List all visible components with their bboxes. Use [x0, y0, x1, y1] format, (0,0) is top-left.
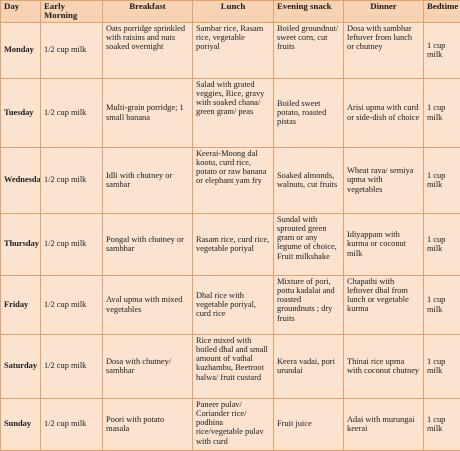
bedtime-cell: 1 cup milk [424, 334, 460, 398]
lunch-cell: Rasam rice, curd rice, vegetable poriyal [193, 213, 274, 275]
dinner-cell: Dosa with sambhar leftover from lunch or… [344, 22, 424, 78]
lunch-cell: Paneer pulav/ Coriander rice/ podhina ri… [193, 398, 274, 450]
early-morning-cell: 1/2 cup milk [41, 147, 103, 213]
breakfast-cell: Poori with potato masala [103, 398, 193, 450]
table-row: Sunday 1/2 cup milk Poori with potato ma… [1, 398, 460, 450]
day-cell: Thursday [1, 213, 41, 275]
evening-snack-cell: Soaked almonds, walnuts, cut fruits [274, 147, 344, 213]
dinner-cell: Idiyappam with kurma or coconut milk [344, 213, 424, 275]
evening-snack-cell: Boiled sweet potato, roasted pistas [274, 78, 344, 147]
dinner-cell: Adai with murungai keerai [344, 398, 424, 450]
day-cell: Wednesday [1, 147, 41, 213]
lunch-cell: Sambar rice, Rasam rice, vegetable poriy… [193, 22, 274, 78]
header-breakfast: Breakfast [103, 1, 193, 23]
day-cell: Friday [1, 275, 41, 334]
early-morning-cell: 1/2 cup milk [41, 213, 103, 275]
breakfast-cell: Pongal with chutney or sambhar [103, 213, 193, 275]
early-morning-cell: 1/2 cup milk [41, 334, 103, 398]
table-row: Wednesday 1/2 cup milk Idli with chutney… [1, 147, 460, 213]
lunch-cell: Rice mixed with boiled dhal and small am… [193, 334, 274, 398]
table-row: Friday 1/2 cup milk Aval upma with mixed… [1, 275, 460, 334]
bedtime-cell: 1 cup milk [424, 147, 460, 213]
day-cell: Tuesday [1, 78, 41, 147]
early-morning-cell: 1/2 cup milk [41, 398, 103, 450]
lunch-cell: Keerai-Moong dal kootu, curd rice, potat… [193, 147, 274, 213]
day-cell: Monday [1, 22, 41, 78]
breakfast-cell: Idli with chutney or sambar [103, 147, 193, 213]
table-row: Thursday 1/2 cup milk Pongal with chutne… [1, 213, 460, 275]
bedtime-cell: 1 cup milk [424, 398, 460, 450]
table-row: Tuesday 1/2 cup milk Multi-grain porridg… [1, 78, 460, 147]
breakfast-cell: Dosa with chutney/ sambhar [103, 334, 193, 398]
header-early-morning: Early Morning [41, 1, 103, 23]
day-cell: Saturday [1, 334, 41, 398]
table-row: Saturday 1/2 cup milk Dosa with chutney/… [1, 334, 460, 398]
bedtime-cell: 1 cup milk [424, 78, 460, 147]
header-lunch: Lunch [193, 1, 274, 23]
breakfast-cell: Multi-grain porridge; 1 small banana [103, 78, 193, 147]
header-row: Day Early Morning Breakfast Lunch Evenin… [1, 1, 460, 23]
lunch-cell: Salad with grated veggies, Rice, gravy w… [193, 78, 274, 147]
header-dinner: Dinner [344, 1, 424, 23]
evening-snack-cell: Keera vadai, pori urundai [274, 334, 344, 398]
dinner-cell: Chapathi with leftover dhal from lunch o… [344, 275, 424, 334]
bedtime-cell: 1 cup milk [424, 275, 460, 334]
evening-snack-cell: Fruit juice [274, 398, 344, 450]
table-row: Monday 1/2 cup milk Oats porridge sprink… [1, 22, 460, 78]
early-morning-cell: 1/2 cup milk [41, 275, 103, 334]
evening-snack-cell: Sundal with sprouted green gram or any l… [274, 213, 344, 275]
day-cell: Sunday [1, 398, 41, 450]
header-day: Day [1, 1, 41, 23]
header-evening-snack: Evening snack [274, 1, 344, 23]
early-morning-cell: 1/2 cup milk [41, 22, 103, 78]
header-bedtime: Bedtime [424, 1, 460, 23]
breakfast-cell: Aval upma with mixed vegetables [103, 275, 193, 334]
breakfast-cell: Oats porridge sprinkled with raisins and… [103, 22, 193, 78]
evening-snack-cell: Boiled groundnut/ sweet corn, cut fruits [274, 22, 344, 78]
dinner-cell: Wheat rava/ semiya upma with vegetables [344, 147, 424, 213]
early-morning-cell: 1/2 cup milk [41, 78, 103, 147]
bedtime-cell: 1 cup milk [424, 22, 460, 78]
lunch-cell: Dhal rice with vegetable poriyal, curd r… [193, 275, 274, 334]
evening-snack-cell: Mixture of pori, pottu kadalai and roast… [274, 275, 344, 334]
bedtime-cell: 1 cup milk [424, 213, 460, 275]
dinner-cell: Arisi upma with curd or side-dish of cho… [344, 78, 424, 147]
dinner-cell: Thinai rice upma with coconut chutney [344, 334, 424, 398]
